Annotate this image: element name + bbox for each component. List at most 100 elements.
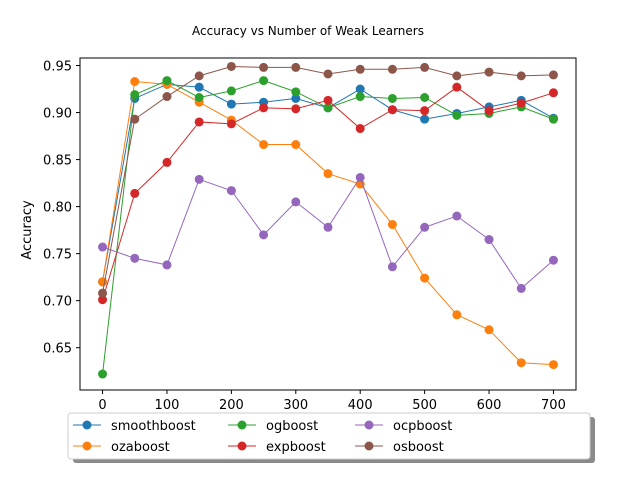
legend-marker xyxy=(82,441,92,451)
data-point-ocpboost xyxy=(387,262,397,272)
series-osboost xyxy=(98,61,558,298)
x-tick-label: 200 xyxy=(219,398,244,413)
chart-title: Accuracy vs Number of Weak Learners xyxy=(192,24,424,38)
data-point-ogboost xyxy=(194,93,204,103)
x-tick-label: 400 xyxy=(348,398,373,413)
data-point-osboost xyxy=(130,114,140,124)
data-point-ogboost xyxy=(548,114,558,124)
y-axis-label: Accuracy xyxy=(20,200,35,260)
data-point-ozaboost xyxy=(484,325,494,335)
data-point-osboost xyxy=(194,71,204,81)
data-point-ozaboost xyxy=(420,273,430,283)
legend-label: ocpboost xyxy=(393,419,452,434)
data-point-ocpboost xyxy=(130,253,140,263)
data-point-expboost xyxy=(355,124,365,134)
series-line-ocpboost xyxy=(102,176,554,290)
data-point-osboost xyxy=(323,69,333,79)
data-point-osboost xyxy=(516,71,526,81)
legend-label: smoothboost xyxy=(111,419,196,434)
x-tick-label: 600 xyxy=(477,398,502,413)
series-ogboost xyxy=(98,76,558,379)
data-point-ozaboost xyxy=(130,77,140,87)
x-tick-label: 300 xyxy=(283,398,308,413)
data-point-smoothboost xyxy=(194,82,204,92)
data-point-ogboost xyxy=(130,90,140,100)
data-point-osboost xyxy=(387,64,397,74)
data-point-expboost xyxy=(259,103,269,113)
data-point-osboost xyxy=(355,64,365,74)
data-point-ozaboost xyxy=(259,140,269,150)
data-point-ozaboost xyxy=(387,219,397,229)
legend-label: expboost xyxy=(266,440,326,455)
data-point-expboost xyxy=(226,119,236,129)
data-point-ogboost xyxy=(259,76,269,86)
data-point-osboost xyxy=(162,92,172,102)
data-point-expboost xyxy=(548,88,558,98)
data-point-osboost xyxy=(98,288,108,298)
data-point-ozaboost xyxy=(323,169,333,179)
data-point-expboost xyxy=(291,104,301,114)
data-point-ozaboost xyxy=(452,310,462,320)
data-point-ogboost xyxy=(420,93,430,103)
legend-item-ogboost: ogboost xyxy=(228,419,318,434)
data-point-expboost xyxy=(162,157,172,167)
data-point-ocpboost xyxy=(548,255,558,265)
data-point-osboost xyxy=(259,62,269,72)
data-point-osboost xyxy=(452,71,462,81)
data-point-ogboost xyxy=(387,93,397,103)
data-point-expboost xyxy=(323,95,333,105)
data-point-smoothboost xyxy=(291,93,301,103)
data-point-expboost xyxy=(130,188,140,198)
legend-item-osboost: osboost xyxy=(355,440,444,455)
data-point-ocpboost xyxy=(355,172,365,182)
data-point-osboost xyxy=(291,62,301,72)
series-ozaboost xyxy=(98,77,558,370)
series-layer xyxy=(98,61,558,379)
data-point-expboost xyxy=(484,106,494,116)
legend-label: ogboost xyxy=(266,419,318,434)
data-point-expboost xyxy=(387,105,397,115)
data-point-ocpboost xyxy=(484,235,494,245)
data-point-ogboost xyxy=(355,92,365,102)
data-point-ogboost xyxy=(162,76,172,86)
y-tick-label: 0.80 xyxy=(43,201,72,216)
data-point-ocpboost xyxy=(98,242,108,252)
legend-item-ocpboost: ocpboost xyxy=(355,419,452,434)
legend-marker xyxy=(237,441,247,451)
x-tick-label: 500 xyxy=(412,398,437,413)
data-point-ogboost xyxy=(323,103,333,113)
legend-label: ozaboost xyxy=(111,440,170,455)
data-point-smoothboost xyxy=(420,114,430,124)
data-point-ozaboost xyxy=(291,140,301,150)
data-point-ocpboost xyxy=(162,260,172,270)
legend-marker xyxy=(364,441,374,451)
data-point-ocpboost xyxy=(259,230,269,240)
y-tick-label: 0.70 xyxy=(43,295,72,310)
y-tick-label: 0.75 xyxy=(43,248,72,263)
data-point-ocpboost xyxy=(226,186,236,196)
x-axis: 0 100 200 300 400 500 600 700 xyxy=(98,390,566,413)
legend: smoothboost ozaboost ogboost expboost ocpboo… xyxy=(67,412,595,463)
legend-item-ozaboost: ozaboost xyxy=(73,440,170,455)
data-point-osboost xyxy=(484,67,494,77)
data-point-osboost xyxy=(226,61,236,71)
x-tick-label: 700 xyxy=(541,398,566,413)
data-point-osboost xyxy=(548,70,558,80)
legend-item-expboost: expboost xyxy=(228,440,326,455)
data-point-smoothboost xyxy=(226,99,236,109)
data-point-ozaboost xyxy=(548,360,558,370)
y-tick-label: 0.95 xyxy=(43,60,72,75)
x-tick-label: 0 xyxy=(98,398,106,413)
data-point-ocpboost xyxy=(452,211,462,221)
series-ocpboost xyxy=(98,172,558,293)
legend-marker xyxy=(364,420,374,430)
legend-item-smoothboost: smoothboost xyxy=(73,419,196,434)
y-tick-label: 0.90 xyxy=(43,107,72,122)
data-point-smoothboost xyxy=(355,84,365,94)
legend-box xyxy=(67,412,591,460)
data-point-ogboost xyxy=(291,87,301,97)
data-point-ocpboost xyxy=(323,222,333,232)
plot-frame xyxy=(79,57,577,391)
data-point-ogboost xyxy=(226,86,236,96)
